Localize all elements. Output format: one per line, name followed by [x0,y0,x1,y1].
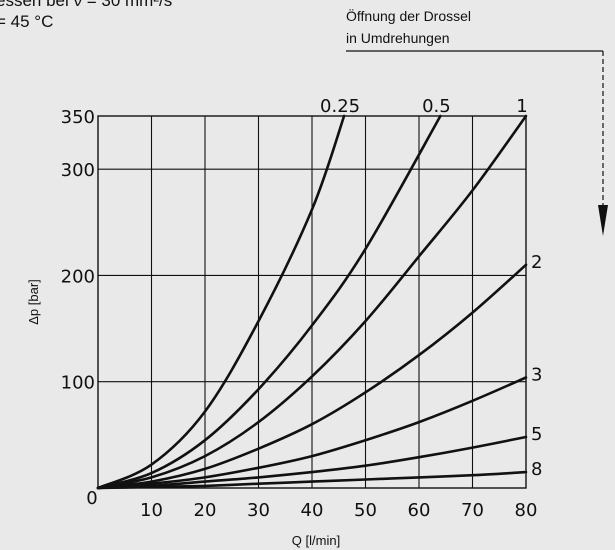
curve-3 [96,376,528,490]
x-tick-label: 80 [515,500,538,521]
curve-5 [96,435,528,490]
y-tick-label: 300 [61,160,95,181]
curve-label: 3 [531,364,542,385]
grid [97,115,527,489]
y-tick-label: 200 [61,266,95,287]
curve-2 [96,263,528,490]
curve-1 [96,114,528,490]
annotation-pointer [346,50,608,236]
x-tick-label: 50 [354,500,377,521]
x-tick-label: 10 [140,500,163,521]
curve-label: 8 [531,459,542,480]
curve-labels: 0.25 0.5 1 2 3 5 8 [320,96,542,480]
x-axis-label: Q [l/min] [292,533,340,548]
header-line-1: essen bei ν = 30 mm²/s [0,0,173,10]
y-axis-label: Δp [bar] [26,279,41,325]
curve-label: 0.25 [320,96,360,117]
x-tick-label: 0 [86,488,97,509]
y-tick-label: 100 [61,373,95,394]
tick-labels: 0 10 20 30 40 50 60 70 80 100 200 300 350 [61,107,538,521]
annotation-line-2: in Umdrehungen [346,30,450,46]
x-tick-label: 20 [194,500,217,521]
x-tick-label: 30 [247,500,270,521]
curve-label: 0.5 [422,96,451,117]
annotation-arrow-head [598,205,608,236]
curve-0-25 [96,114,346,490]
curve-0-5 [96,114,442,490]
curve-label: 1 [516,96,527,117]
x-tick-label: 70 [461,500,484,521]
curve-label: 5 [531,424,542,445]
curves [96,114,528,490]
x-tick-label: 40 [301,500,324,521]
header-line-2: = 45 °C [0,12,54,31]
y-tick-label: 350 [61,107,95,128]
x-tick-label: 60 [408,500,431,521]
annotation-line-1: Öffnung der Drossel [346,8,472,24]
curve-label: 2 [531,252,542,273]
curve-8 [96,470,528,490]
